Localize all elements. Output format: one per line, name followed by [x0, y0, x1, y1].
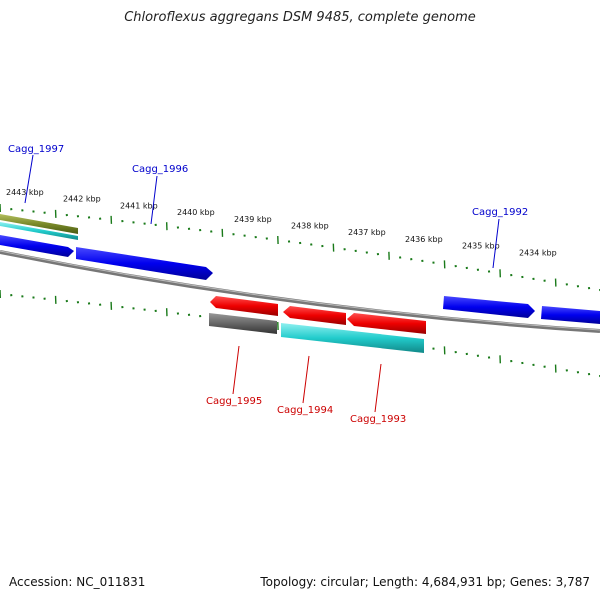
leader-cagg-1995 [232, 345, 240, 395]
gene-label[interactable]: Cagg_1992 [472, 207, 528, 218]
cds-cagg-1997[interactable] [0, 235, 74, 257]
leader-cagg-1994 [302, 355, 310, 404]
cds-cagg-1992[interactable] [443, 296, 535, 318]
gene-label[interactable]: Cagg_1997 [8, 144, 64, 155]
feature-olive [0, 214, 78, 240]
kbp-tick-label: 2437 kbp [348, 228, 386, 237]
genome-stats-text: Topology: circular; Length: 4,684,931 bp… [260, 575, 590, 589]
feature-teal [281, 323, 424, 353]
cds-cagg-1995[interactable] [210, 296, 278, 316]
genome-backbone-highlight [0, 250, 600, 331]
kbp-tick-label: 2434 kbp [519, 248, 557, 257]
kbp-tick-label: 2443 kbp [6, 188, 44, 197]
kbp-tick-label: 2442 kbp [63, 195, 101, 204]
outer-tick-ring [0, 203, 600, 292]
kbp-tick-label: 2438 kbp [291, 222, 329, 231]
genome-backbone [0, 250, 600, 333]
map-title: Chloroflexus aggregans DSM 9485, complet… [124, 10, 476, 25]
kbp-tick-label: 2436 kbp [405, 235, 443, 244]
cds-cagg-1996[interactable] [76, 247, 213, 280]
leader-cagg-1992 [492, 218, 500, 269]
kbp-tick-label: 2440 kbp [177, 208, 215, 217]
feature-gray [209, 313, 277, 334]
leader-cagg-1996 [150, 175, 158, 225]
gene-label[interactable]: Cagg_1996 [132, 164, 188, 175]
cds-cagg-1994[interactable] [283, 306, 346, 325]
cds-right-edge[interactable] [541, 306, 600, 324]
cds-cagg-1993[interactable] [347, 313, 426, 334]
kbp-tick-label: 2441 kbp [120, 201, 158, 210]
gene-label[interactable]: Cagg_1995 [206, 396, 262, 407]
tick-labels: 2443 kbp 2442 kbp 2441 kbp 2440 kbp 2439 kbp… [6, 188, 557, 257]
leader-cagg-1997 [24, 154, 34, 204]
accession-text: Accession: NC_011831 [9, 575, 146, 589]
kbp-tick-label: 2435 kbp [462, 242, 500, 251]
kbp-tick-label: 2439 kbp [234, 215, 272, 224]
gene-label[interactable]: Cagg_1994 [277, 405, 333, 416]
gene-label[interactable]: Cagg_1993 [350, 414, 406, 425]
leader-cagg-1993 [374, 363, 382, 413]
